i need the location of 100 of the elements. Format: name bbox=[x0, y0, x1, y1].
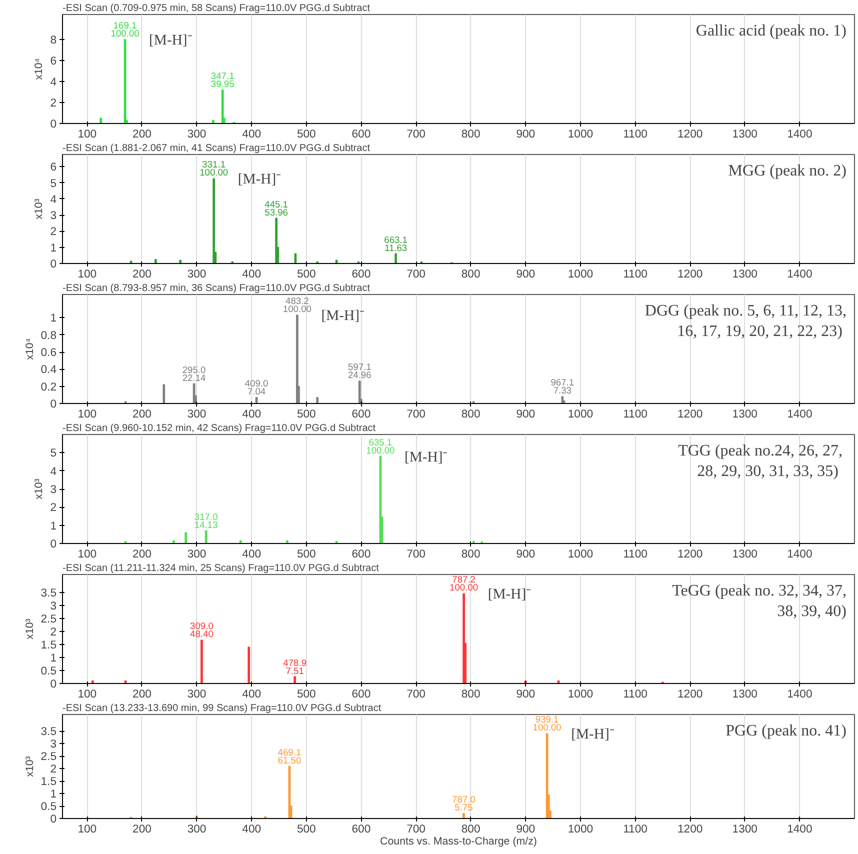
x-tick-label: 600 bbox=[352, 688, 371, 700]
y-tick-label: 5 bbox=[50, 448, 57, 460]
x-tick-label: 1300 bbox=[732, 548, 758, 560]
annotation: 478.9 7.51 bbox=[283, 658, 307, 676]
y-tick-label: 0 bbox=[50, 678, 57, 690]
x-tick-label: 700 bbox=[406, 268, 426, 280]
y-tick-label: 6 bbox=[50, 56, 57, 68]
annotation: MGG (peak no. 2) bbox=[728, 162, 847, 180]
x-tick-label: 500 bbox=[296, 548, 316, 560]
y-tick-label: 3 bbox=[50, 600, 57, 613]
annotation: 317.0 14.13 bbox=[194, 512, 218, 530]
x-tick-label: 700 bbox=[406, 408, 426, 420]
annotation: [M-H]⁻ bbox=[238, 172, 282, 188]
x-tick-label: 800 bbox=[461, 548, 480, 560]
y-tick-label: 1 bbox=[50, 520, 57, 532]
x-tick-label: 1000 bbox=[568, 408, 594, 420]
x-tick-label: 500 bbox=[296, 268, 316, 280]
y-tick-label: 3 bbox=[50, 738, 57, 751]
chart-title: -ESI Scan (0.709-0.975 min, 58 Scans) Frag=110.0V PGG.d Subtract bbox=[62, 3, 370, 14]
y-tick-label: 2 bbox=[50, 226, 57, 238]
x-tick-label: 1100 bbox=[623, 268, 648, 280]
annotation: 597.1 24.96 bbox=[348, 362, 372, 380]
x-tick-label: 1100 bbox=[623, 688, 648, 700]
y-tick-label: 4 bbox=[50, 76, 57, 89]
x-tick-label: 200 bbox=[132, 408, 152, 420]
x-tick-label: 800 bbox=[461, 408, 480, 420]
x-tick-label: 500 bbox=[296, 408, 316, 420]
annotation: [M-H]⁻ bbox=[321, 308, 364, 324]
y-tick-label: 0.2 bbox=[40, 381, 56, 394]
x-tick-label: 700 bbox=[406, 688, 426, 700]
chart-title: -ESI Scan (8.793-8.957 min, 36 Scans) Frag=110.0V PGG.d Subtract bbox=[62, 283, 370, 294]
x-tick-label: 700 bbox=[406, 548, 426, 560]
x-tick-label: 1300 bbox=[732, 128, 758, 140]
y-tick-label: 0 bbox=[50, 538, 57, 550]
y-tick-label: 1.5 bbox=[40, 776, 56, 788]
x-tick-label: 400 bbox=[242, 268, 262, 280]
x-tick-label: 300 bbox=[187, 688, 206, 700]
y-tick-label: 6 bbox=[50, 162, 57, 174]
y-tick-label: 1 bbox=[50, 788, 57, 801]
x-tick-label: 100 bbox=[78, 824, 97, 836]
x-tick-label: 1200 bbox=[677, 408, 703, 420]
x-tick-label: 1200 bbox=[677, 268, 703, 280]
y-tick-label: 3 bbox=[50, 210, 57, 222]
x-tick-label: 1000 bbox=[568, 268, 594, 280]
y-axis-title: x10³ bbox=[33, 198, 46, 220]
y-tick-label: 0 bbox=[50, 118, 57, 130]
annotation: 469.1 61.50 bbox=[278, 747, 302, 766]
x-tick-label: 600 bbox=[352, 268, 371, 280]
x-tick-label: 200 bbox=[132, 688, 152, 700]
x-tick-label: 200 bbox=[132, 824, 152, 836]
x-tick-label: 600 bbox=[352, 824, 371, 836]
x-tick-label: 1100 bbox=[623, 408, 648, 420]
x-tick-label: 1300 bbox=[732, 268, 758, 280]
y-tick-label: 3.5 bbox=[40, 726, 56, 738]
annotation: DGG (peak no. 5, 6, 11, 12, 13, 16, 17, 19, 20, 21, 22, 23) bbox=[644, 302, 847, 340]
y-axis-title: x10³ bbox=[24, 756, 36, 777]
x-tick-label: 900 bbox=[516, 268, 536, 280]
y-tick-label: 0 bbox=[50, 258, 57, 270]
annotation: 295.0 22.14 bbox=[182, 364, 206, 383]
y-tick-label: 1 bbox=[50, 312, 57, 325]
x-tick-label: 300 bbox=[187, 128, 206, 140]
annotation: 169.1 100.00 bbox=[110, 20, 140, 39]
y-axis-title: x10⁴ bbox=[33, 58, 46, 80]
x-tick-label: 500 bbox=[296, 824, 316, 836]
x-tick-label: 500 bbox=[296, 128, 316, 140]
y-tick-label: 0.8 bbox=[40, 330, 56, 342]
y-tick-label: 0.5 bbox=[40, 801, 56, 814]
annotation: TeGG (peak no. 32, 34, 37, 38, 39, 40) bbox=[672, 582, 847, 620]
x-tick-label: 900 bbox=[516, 548, 536, 560]
annotation: 409.0 7.04 bbox=[244, 378, 268, 396]
x-tick-label: 900 bbox=[516, 824, 536, 836]
x-tick-label: 200 bbox=[132, 548, 152, 560]
x-tick-label: 800 bbox=[461, 128, 480, 140]
x-tick-label: 300 bbox=[187, 824, 206, 836]
annotation: 635.1 100.00 bbox=[366, 437, 395, 456]
annotation: TGG (peak no.24, 26, 27, 28, 29, 30, 31, 33, 35) bbox=[678, 442, 843, 480]
x-tick-label: 1200 bbox=[677, 128, 703, 140]
chart-title: -ESI Scan (11.211-11.324 min, 25 Scans) Frag=110.0V PGG.d Subtract bbox=[62, 563, 380, 574]
y-tick-label: 2 bbox=[50, 98, 57, 110]
x-tick-label: 100 bbox=[78, 408, 97, 420]
chart-title: -ESI Scan (9.960-10.152 min, 42 Scans) Frag=110.0V PGG.d Subtract bbox=[62, 423, 376, 434]
x-tick-label: 1100 bbox=[623, 824, 648, 836]
y-tick-label: 3 bbox=[50, 484, 57, 496]
x-tick-label: 1100 bbox=[623, 548, 648, 560]
x-tick-label: 1200 bbox=[677, 548, 703, 560]
annotation: 331.1 100.00 bbox=[200, 160, 228, 178]
x-tick-label: 200 bbox=[132, 268, 152, 280]
x-tick-label: 500 bbox=[296, 688, 316, 700]
y-tick-label: 0.4 bbox=[40, 364, 56, 376]
x-tick-label: 400 bbox=[242, 824, 262, 836]
x-tick-label: 400 bbox=[242, 408, 262, 420]
x-tick-label: 1000 bbox=[568, 548, 594, 560]
x-tick-label: 100 bbox=[78, 548, 97, 560]
x-tick-label: 1200 bbox=[677, 824, 703, 836]
y-tick-label: 2.5 bbox=[40, 614, 56, 626]
x-tick-label: 800 bbox=[461, 824, 480, 836]
y-axis-title: x10⁴ bbox=[24, 338, 36, 360]
x-tick-label: 1400 bbox=[787, 128, 812, 140]
y-tick-label: 2 bbox=[50, 764, 57, 776]
x-tick-label: 1000 bbox=[568, 688, 594, 700]
